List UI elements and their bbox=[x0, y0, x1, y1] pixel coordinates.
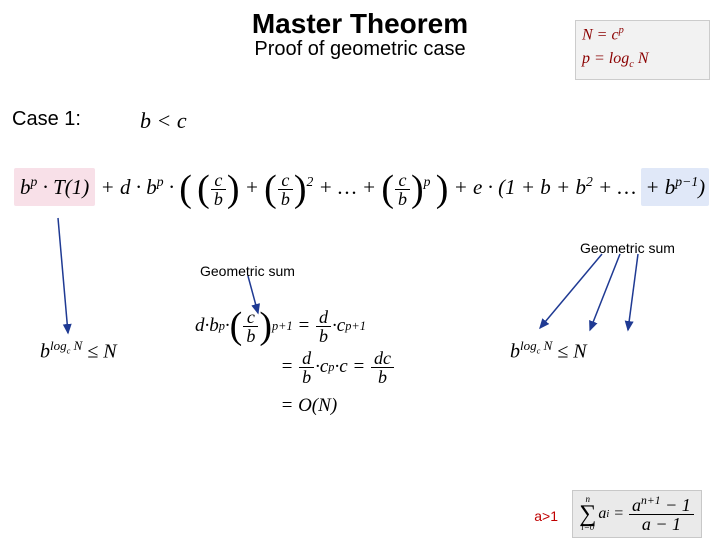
result-mid: d · bp · (cb)p+1 = db · cp+1 = db · cp ·… bbox=[195, 308, 395, 426]
a-gt-1-label: a>1 bbox=[534, 508, 558, 524]
term-bp-minus-1: + bp−1) bbox=[641, 168, 709, 206]
result-left: blogc N ≤ N bbox=[40, 338, 117, 364]
main-equation: bp · T(1) + d · bp · ( (cb) + (cb)2 + … … bbox=[14, 168, 710, 208]
annotation-arrows bbox=[0, 8, 720, 548]
definition-box: N = cp p = logc N bbox=[575, 20, 710, 80]
geometric-sum-label-2: Geometric sum bbox=[580, 240, 675, 256]
term-bp-t1: bp · T(1) bbox=[14, 168, 95, 206]
case-label: Case 1: bbox=[12, 108, 81, 131]
result-right: blogc N ≤ N bbox=[510, 338, 587, 364]
geometric-sum-formula-box: n ∑ i=0 ai = an+1 − 1 a − 1 bbox=[572, 490, 702, 538]
case-condition: b < c bbox=[140, 108, 187, 134]
geometric-sum-label-1: Geometric sum bbox=[200, 263, 295, 279]
